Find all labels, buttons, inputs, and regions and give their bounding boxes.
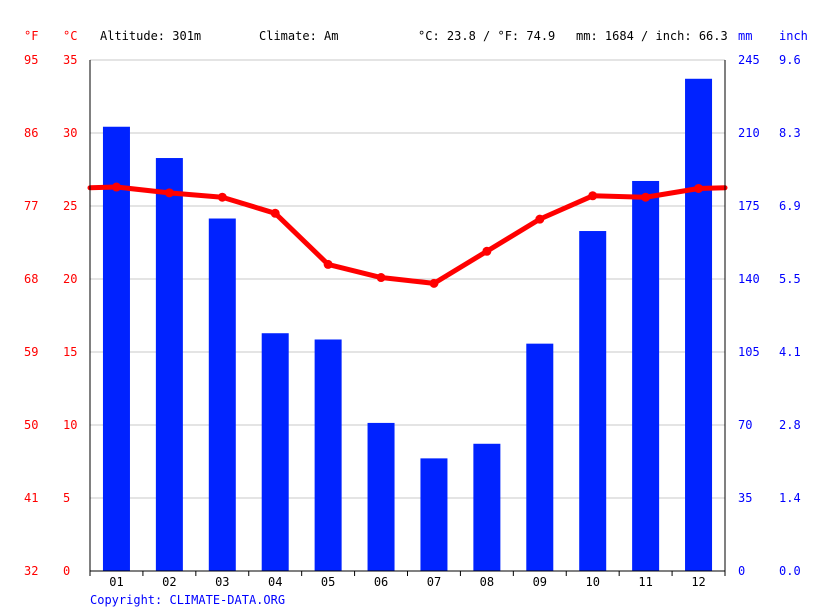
tick-label-fahrenheit: 95 — [24, 53, 38, 67]
tick-label-celsius: 20 — [63, 272, 77, 286]
tick-label-fahrenheit: 32 — [24, 564, 38, 578]
tick-label-celsius: 10 — [63, 418, 77, 432]
tick-label-inch: 6.9 — [779, 199, 801, 213]
tick-labels: 32 0 0 0.0 41 5 35 1.4 50 10 70 2.8 59 15 105 4.1 68 20 14… — [24, 53, 801, 589]
tick-label-mm: 245 — [738, 53, 760, 67]
climate-label: Climate: Am — [259, 29, 338, 43]
x-tick-label: 09 — [533, 575, 547, 589]
precipitation-bar — [632, 180, 660, 571]
unit-mm-label: mm — [738, 29, 752, 43]
x-tick-label: 05 — [321, 575, 335, 589]
temperature-summary: °C: 23.8 / °F: 74.9 — [418, 29, 555, 43]
tick-label-inch: 2.8 — [779, 418, 801, 432]
tick-label-celsius: 15 — [63, 345, 77, 359]
x-tick-label: 11 — [638, 575, 652, 589]
precipitation-bar — [155, 158, 183, 571]
unit-fahrenheit-label: °F — [24, 29, 38, 43]
precipitation-summary: mm: 1684 / inch: 66.3 — [576, 29, 728, 43]
precipitation-bars — [102, 78, 713, 572]
tick-label-celsius: 30 — [63, 126, 77, 140]
precipitation-bar — [420, 458, 448, 571]
tick-label-fahrenheit: 68 — [24, 272, 38, 286]
temperature-point — [535, 214, 545, 224]
precipitation-bar — [314, 339, 342, 571]
temperature-point — [588, 191, 598, 201]
tick-label-fahrenheit: 77 — [24, 199, 38, 213]
axes — [89, 60, 726, 576]
tick-label-fahrenheit: 41 — [24, 491, 38, 505]
temperature-point — [270, 208, 280, 218]
temperature-point — [323, 259, 333, 269]
tick-label-inch: 8.3 — [779, 126, 801, 140]
x-tick-label: 10 — [585, 575, 599, 589]
tick-label-celsius: 0 — [63, 564, 70, 578]
tick-label-celsius: 35 — [63, 53, 77, 67]
grid-lines — [90, 59, 725, 499]
x-tick-label: 02 — [162, 575, 176, 589]
temperature-point — [164, 188, 174, 198]
x-tick-label: 07 — [427, 575, 441, 589]
temperature-line — [87, 182, 728, 288]
precipitation-bar — [102, 126, 130, 571]
precipitation-bar — [526, 343, 554, 571]
tick-label-celsius: 5 — [63, 491, 70, 505]
x-tick-label: 12 — [691, 575, 705, 589]
tick-label-inch: 9.6 — [779, 53, 801, 67]
temperature-point — [376, 273, 386, 283]
tick-label-fahrenheit: 50 — [24, 418, 38, 432]
tick-label-fahrenheit: 59 — [24, 345, 38, 359]
x-tick-label: 08 — [480, 575, 494, 589]
tick-label-mm: 0 — [738, 564, 745, 578]
tick-label-inch: 1.4 — [779, 491, 801, 505]
precipitation-bar — [208, 218, 236, 571]
tick-label-mm: 140 — [738, 272, 760, 286]
x-tick-label: 04 — [268, 575, 282, 589]
temperature-point — [694, 183, 704, 193]
tick-label-fahrenheit: 86 — [24, 126, 38, 140]
precipitation-bar — [685, 78, 713, 572]
altitude-label: Altitude: 301m — [100, 29, 201, 43]
unit-celsius-label: °C — [63, 29, 77, 43]
tick-label-inch: 4.1 — [779, 345, 801, 359]
precipitation-bar — [579, 231, 607, 571]
tick-label-mm: 70 — [738, 418, 752, 432]
x-tick-label: 06 — [374, 575, 388, 589]
temperature-point — [217, 192, 227, 202]
copyright-text: Copyright: CLIMATE-DATA.ORG — [90, 593, 285, 607]
precipitation-bar — [367, 422, 395, 571]
temperature-point — [429, 278, 439, 288]
unit-inch-label: inch — [779, 29, 808, 43]
tick-label-inch: 5.5 — [779, 272, 801, 286]
temperature-polyline — [87, 184, 728, 286]
precipitation-bar — [261, 333, 289, 571]
tick-label-inch: 0.0 — [779, 564, 801, 578]
tick-label-celsius: 25 — [63, 199, 77, 213]
tick-label-mm: 105 — [738, 345, 760, 359]
temperature-point — [482, 246, 492, 256]
temperature-point — [641, 192, 651, 202]
x-tick-label: 01 — [109, 575, 123, 589]
precipitation-bar — [473, 443, 501, 571]
tick-label-mm: 35 — [738, 491, 752, 505]
x-tick-label: 03 — [215, 575, 229, 589]
tick-label-mm: 210 — [738, 126, 760, 140]
tick-label-mm: 175 — [738, 199, 760, 213]
temperature-point — [111, 182, 121, 192]
